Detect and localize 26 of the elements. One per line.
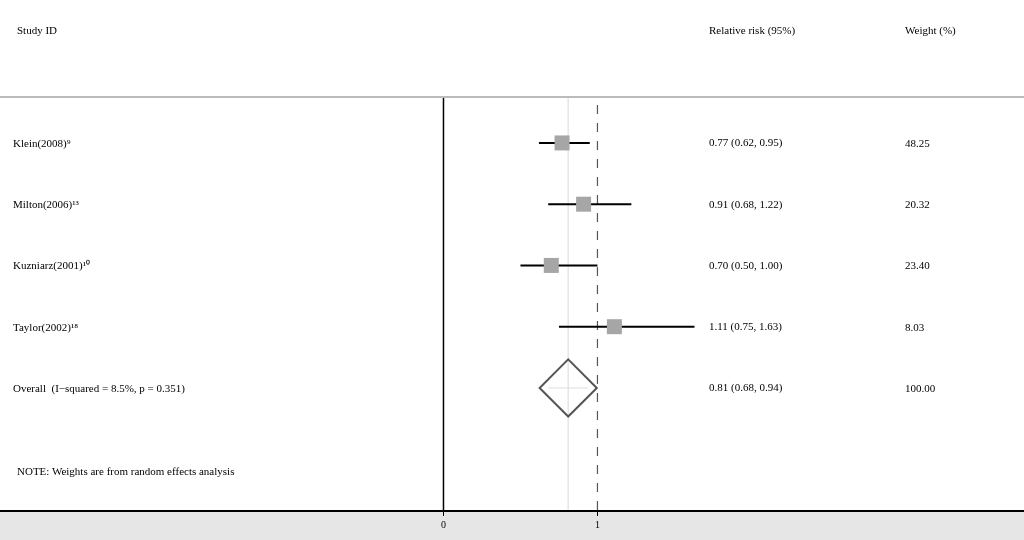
point [543,257,559,273]
y-tick-label: Kuzniarz(2001)¹⁰ [13,259,90,273]
y-tick-label: Taylor(2002)¹⁸ [13,320,79,334]
text: Relative risk (95%) [709,24,796,37]
annotation: 48.25 [905,137,931,149]
y-tick-label: Milton(2006)¹³ [13,198,80,212]
annotation: 0.77 (0.62, 0.95) [709,136,783,149]
annotation: 0.91 (0.68, 1.22) [709,198,783,211]
y-tick-label: Klein(2008)⁹ [13,136,71,150]
annotation: 0.70 (0.50, 1.00) [709,259,783,272]
text: NOTE: Weights are from random effects analysis [17,465,235,477]
point [576,196,592,212]
annotation: 23.40 [905,259,931,271]
annotation: 0.81 (0.68, 0.94) [709,381,783,394]
x-tick-label: 0 [440,518,446,530]
annotation: 20.32 [905,198,930,210]
text: Study ID [17,24,58,36]
point [554,135,570,151]
annotation: 100.00 [905,382,936,394]
annotation: 1.11 (0.75, 1.63) [709,320,783,333]
point [538,358,598,418]
y-tick-label: Overall (I−squared = 8.5%, p = 0.351) [13,381,186,395]
x-tick-label: 1 [594,518,600,530]
point [606,319,622,335]
annotation: 8.03 [905,321,925,333]
text: Weight (%) [905,24,957,37]
